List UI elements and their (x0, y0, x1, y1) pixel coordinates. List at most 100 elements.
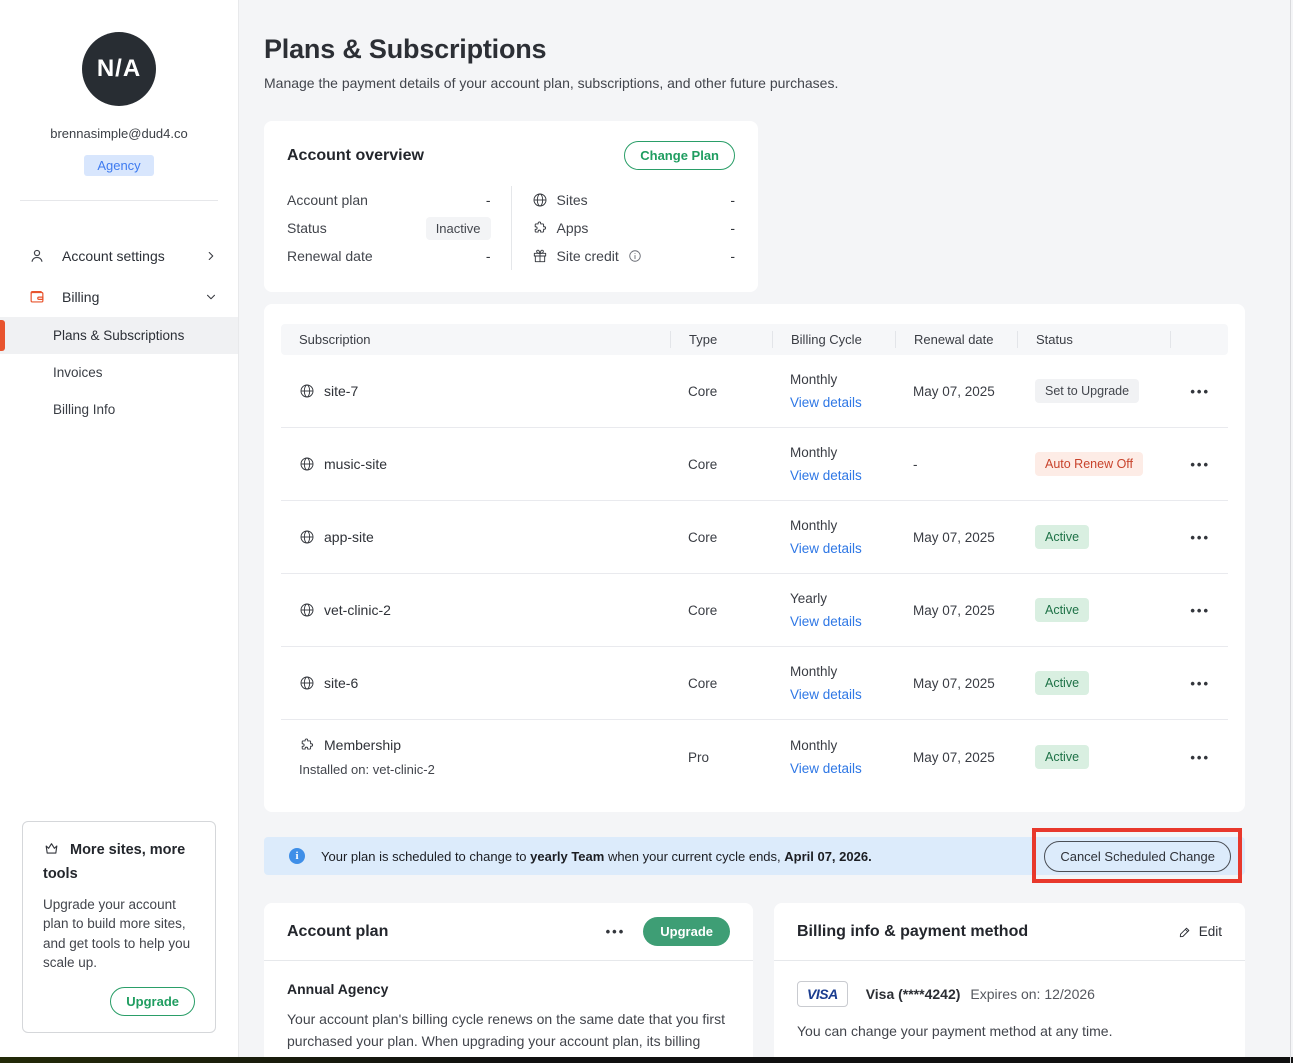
sidebar-item-label: Billing (62, 288, 100, 305)
row-menu-button[interactable]: ••• (1190, 529, 1210, 545)
table-row: app-site Core Monthly View details May 07, 2… (281, 501, 1228, 574)
globe-icon (299, 529, 315, 545)
field-label: Sites (556, 192, 588, 208)
chevron-down-icon (204, 290, 218, 304)
globe-icon (299, 383, 315, 399)
type-cell: Core (688, 383, 718, 399)
sidebar-item-billing[interactable]: Billing (0, 276, 238, 317)
type-cell: Core (688, 529, 718, 545)
view-details-link[interactable]: View details (790, 395, 862, 410)
subscription-name: app-site (324, 529, 374, 545)
row-menu-button[interactable]: ••• (1190, 749, 1210, 765)
puzzle-icon (532, 220, 548, 236)
crown-icon (43, 840, 60, 864)
sidebar-item-billing-info[interactable]: Billing Info (0, 391, 238, 428)
table-header: Subscription Type Billing Cycle Renewal … (281, 324, 1228, 355)
field-label: Site credit (556, 248, 619, 264)
sidebar-item-plans-subscriptions[interactable]: Plans & Subscriptions (0, 317, 238, 354)
main-content: Plans & Subscriptions Manage the payment… (239, 0, 1293, 1063)
banner-cycle-end-date: April 07, 2026. (784, 848, 872, 864)
status-badge: Active (1035, 598, 1090, 622)
billing-info-title: Billing info & payment method (797, 922, 1029, 940)
status-badge: Active (1035, 745, 1090, 769)
page-title: Plans & Subscriptions (264, 34, 547, 64)
status-cell: Active (1017, 525, 1170, 549)
row-actions-cell: ••• (1170, 676, 1228, 691)
billing-cycle-value: Yearly (790, 591, 828, 606)
column-header (1170, 331, 1228, 348)
avatar[interactable]: N/A (82, 32, 156, 106)
billing-cycle-value: Monthly (790, 518, 838, 533)
status-badge: Active (1035, 525, 1090, 549)
row-menu-button[interactable]: ••• (1190, 383, 1210, 399)
account-email: brennasimple@dud4.co (50, 126, 188, 141)
subscription-name: site-7 (324, 383, 359, 399)
type-cell: Core (688, 602, 718, 618)
subscription-name: site-6 (324, 675, 359, 691)
status-cell: Active (1017, 671, 1170, 695)
status-badge: Active (1035, 671, 1090, 695)
page-subtitle: Manage the payment details of your accou… (264, 75, 839, 91)
subscription-name-cell: site-7 (281, 383, 670, 399)
globe-icon (299, 675, 315, 691)
table-row: Membership Installed on: vet-clinic-2 Pro M… (281, 720, 1228, 794)
subscription-name: vet-clinic-2 (324, 602, 391, 618)
card-expiry: Expires on: 12/2026 (970, 986, 1095, 1002)
billing-cycle-cell: Monthly View details (772, 372, 895, 410)
edit-payment-button[interactable]: Edit (1178, 924, 1222, 939)
account-type-badge: Agency (84, 155, 154, 176)
row-actions-cell: ••• (1170, 457, 1228, 472)
plan-name: Annual Agency (287, 981, 389, 997)
plan-description: Your account plan's billing cycle renews… (287, 1011, 725, 1063)
cancel-scheduled-change-button[interactable]: Cancel Scheduled Change (1044, 840, 1231, 872)
billing-cycle-cell: Yearly View details (772, 591, 895, 629)
sidebar-item-invoices[interactable]: Invoices (0, 354, 238, 391)
sidebar-item-account-settings[interactable]: Account settings (0, 235, 238, 276)
billing-cycle-cell: Monthly View details (772, 518, 895, 556)
view-details-link[interactable]: View details (790, 541, 862, 556)
scheduled-change-banner: i Your plan is scheduled to change to ye… (264, 827, 1245, 883)
type-cell: Core (688, 456, 718, 472)
view-details-link[interactable]: View details (790, 761, 862, 776)
row-menu-button[interactable]: ••• (1190, 456, 1210, 472)
row-actions-cell: ••• (1170, 530, 1228, 545)
overview-title: Account overview (287, 146, 424, 164)
info-icon[interactable] (628, 249, 642, 263)
card-menu-button[interactable]: ••• (605, 924, 626, 939)
row-actions-cell: ••• (1170, 750, 1228, 765)
view-details-link[interactable]: View details (790, 687, 862, 702)
scrollbar-track[interactable] (1290, 0, 1291, 1063)
column-header: Renewal date (895, 331, 1017, 348)
globe-icon (299, 602, 315, 618)
visa-word: VISA (807, 986, 838, 1002)
promo-upgrade-button[interactable]: Upgrade (110, 987, 195, 1016)
puzzle-icon (299, 737, 315, 753)
field-label: Status (287, 220, 327, 236)
change-plan-button[interactable]: Change Plan (624, 141, 735, 170)
renewal-date-cell: May 07, 2025 (913, 749, 995, 765)
subnav-label: Invoices (53, 365, 103, 380)
globe-icon (299, 456, 315, 472)
field-label: Account plan (287, 192, 368, 208)
subscription-name: music-site (324, 456, 388, 472)
renewal-date-cell: May 07, 2025 (913, 529, 995, 545)
view-details-link[interactable]: View details (790, 468, 862, 483)
row-menu-button[interactable]: ••• (1190, 675, 1210, 691)
promo-body: Upgrade your account plan to build more … (43, 896, 191, 971)
upgrade-button[interactable]: Upgrade (643, 917, 730, 946)
column-header: Type (670, 331, 772, 348)
billing-cycle-cell: Monthly View details (772, 445, 895, 483)
pencil-icon (1178, 925, 1192, 939)
status-cell: Active (1017, 745, 1170, 769)
card-number: Visa (****4242) (865, 986, 961, 1002)
sidebar-divider (20, 200, 218, 201)
row-actions-cell: ••• (1170, 603, 1228, 618)
visa-logo: VISA (797, 981, 848, 1007)
person-icon (28, 247, 46, 265)
row-menu-button[interactable]: ••• (1190, 602, 1210, 618)
billing-cycle-value: Monthly (790, 445, 838, 460)
billing-cycle-value: Monthly (790, 372, 838, 387)
field-value: - (485, 192, 491, 208)
view-details-link[interactable]: View details (790, 614, 862, 629)
subnav-label: Plans & Subscriptions (53, 328, 185, 343)
